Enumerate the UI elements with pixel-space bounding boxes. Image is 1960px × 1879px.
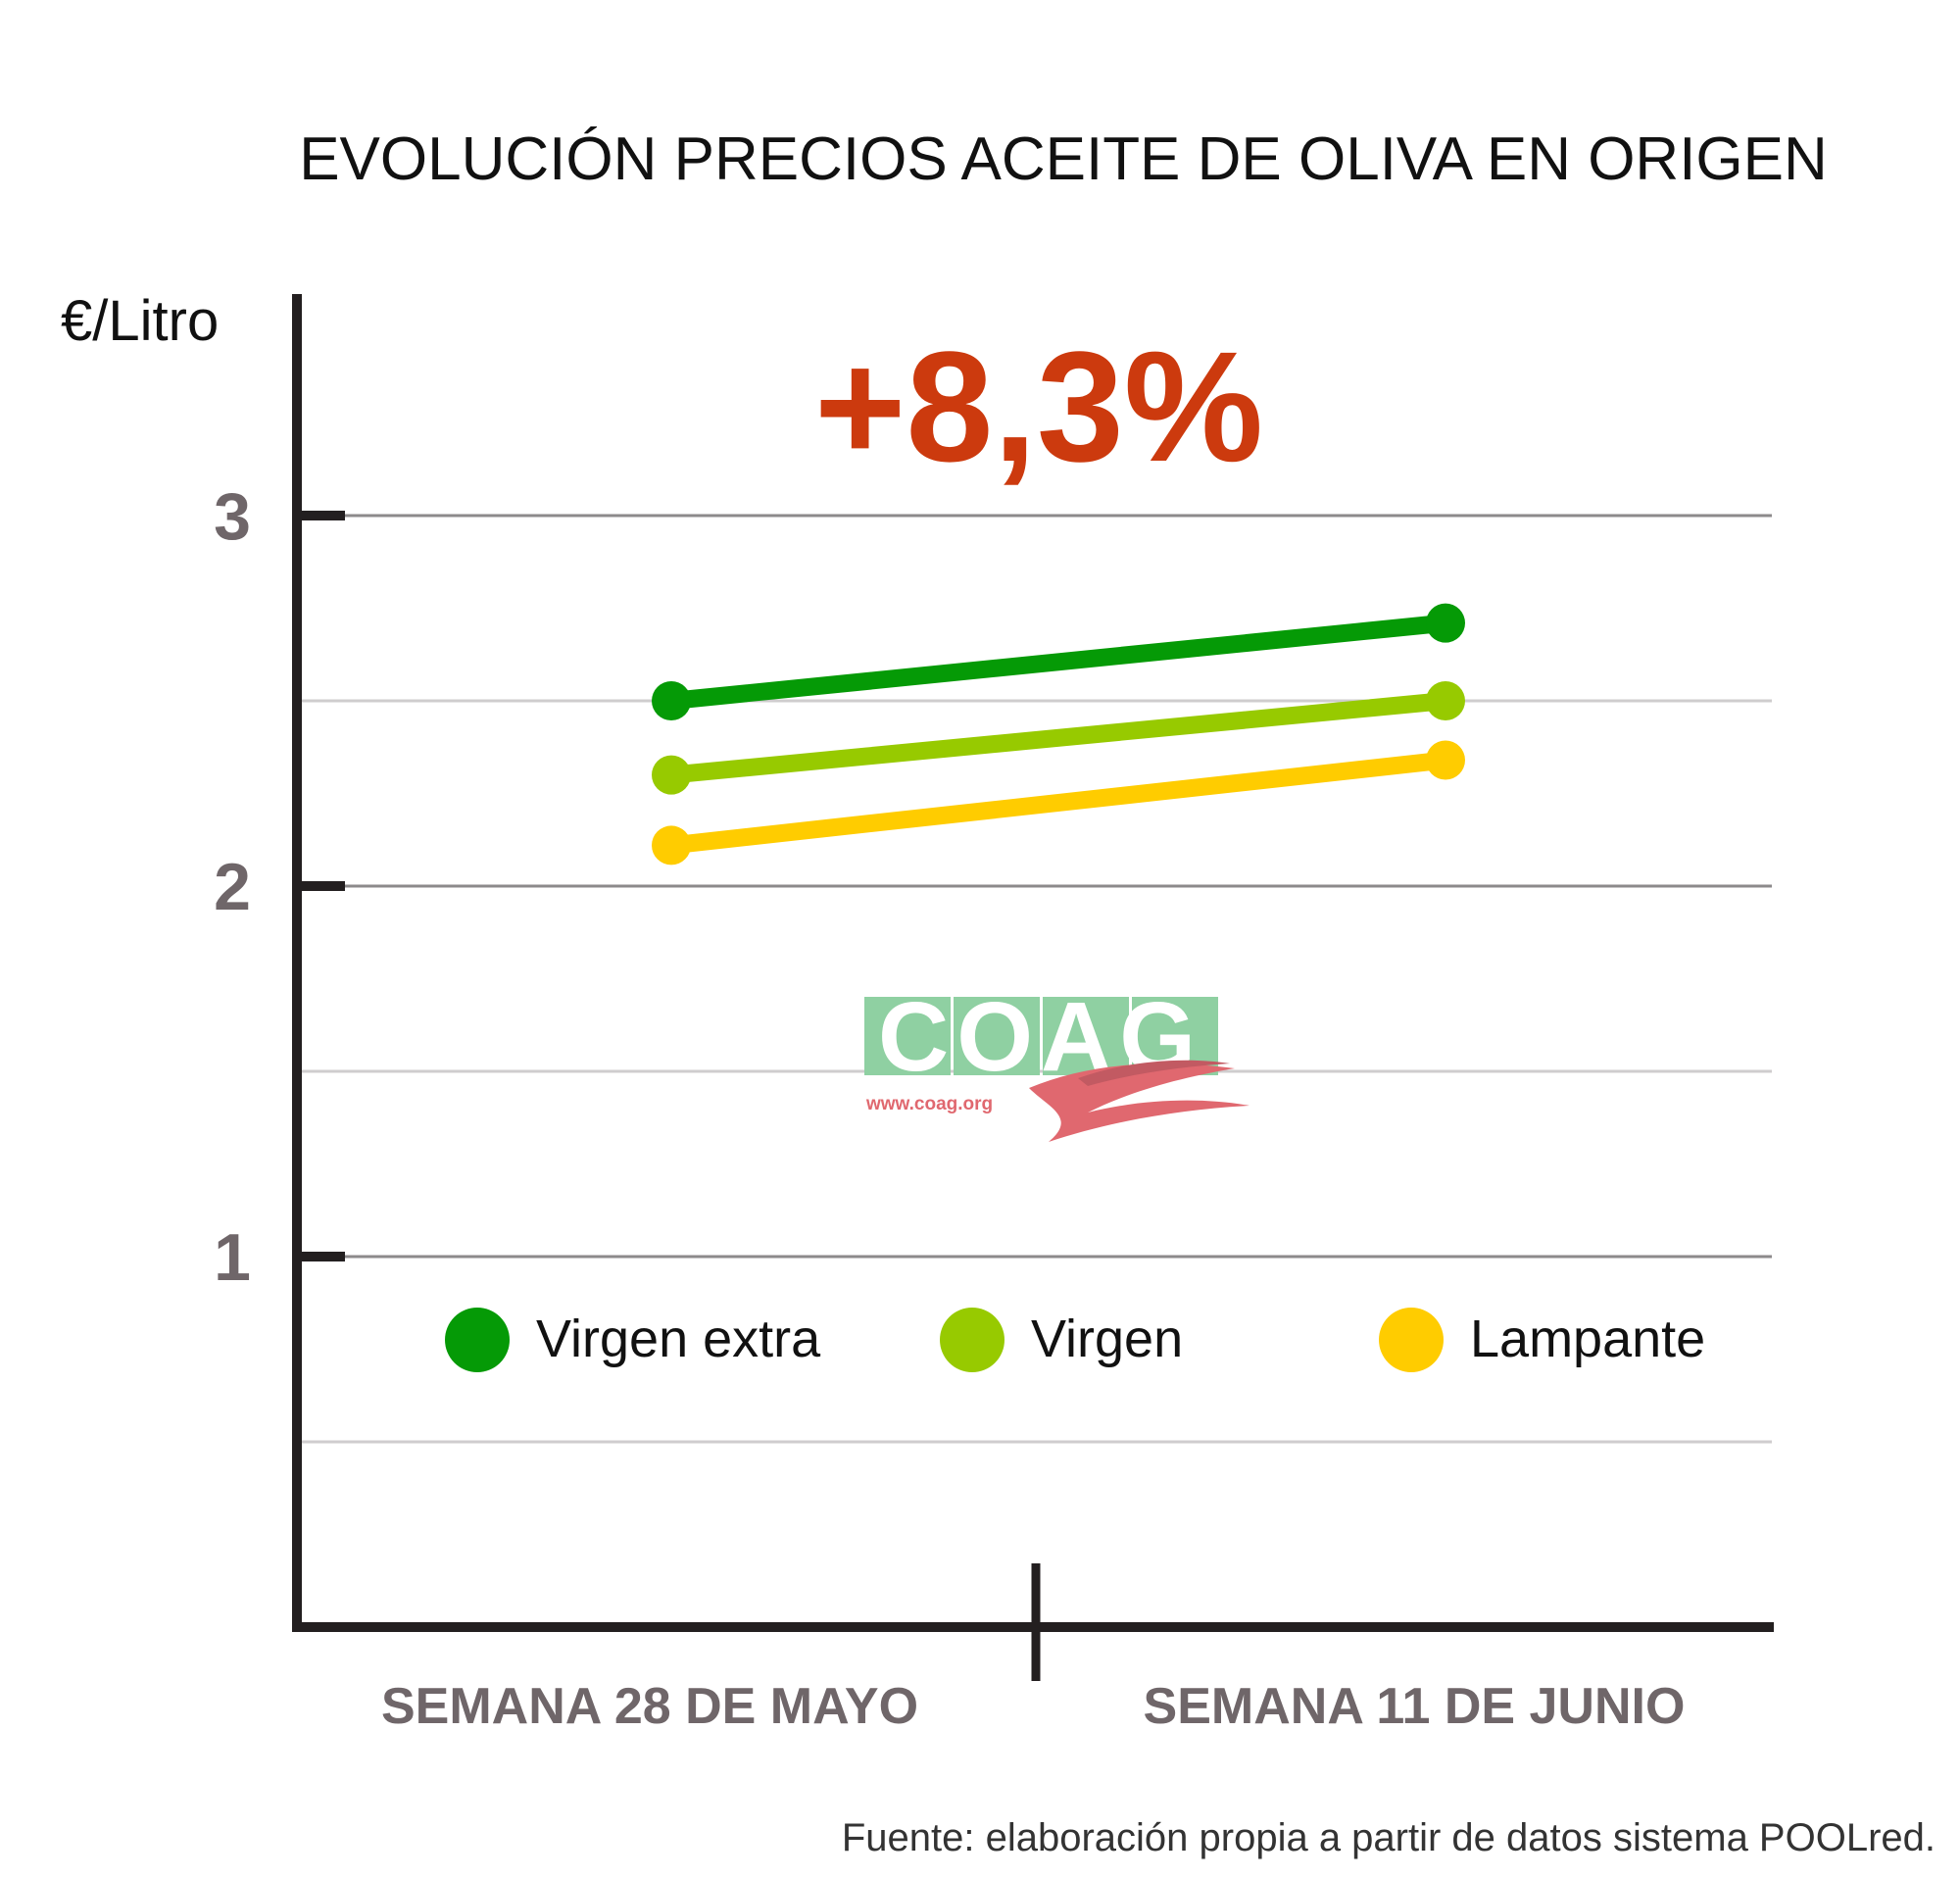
data-point (652, 681, 691, 720)
legend-label: Virgen extra (536, 1310, 821, 1368)
y-tick-label: 1 (214, 1220, 251, 1295)
logo-swoosh (1029, 1063, 1250, 1142)
logo-box-o (954, 997, 1040, 1075)
percent-change-annotation: +8,3% (814, 319, 1263, 494)
series-line (662, 614, 1454, 710)
legend-marker (1379, 1308, 1444, 1372)
series-line (662, 751, 1454, 855)
legend-label: Lampante (1470, 1310, 1705, 1368)
data-point (1426, 681, 1465, 720)
data-point (1426, 740, 1465, 780)
logo-box-a (1043, 997, 1129, 1075)
x-ticks: SEMANA 28 DE MAYO SEMANA 11 DE JUNIO (381, 1678, 1685, 1735)
logo-swoosh-top (1078, 1060, 1230, 1086)
y-tick-label: 3 (214, 479, 251, 554)
series-group (652, 603, 1465, 865)
logo-url: www.coag.org (865, 1094, 993, 1114)
gridlines (302, 514, 1772, 1444)
series-line (662, 692, 1454, 784)
y-tick-label: 2 (214, 850, 251, 924)
x-tick-label: SEMANA 28 DE MAYO (381, 1678, 918, 1735)
source-note: Fuente: elaboración propia a partir de d… (842, 1816, 1936, 1859)
legend: Virgen extra Virgen Lampante (445, 1308, 1705, 1372)
y-ticks: 1 2 3 (214, 479, 345, 1295)
legend-marker (940, 1308, 1004, 1372)
legend-label: Virgen (1031, 1310, 1183, 1368)
logo-box-c (864, 997, 951, 1075)
chart-title: EVOLUCIÓN PRECIOS ACEITE DE OLIVA EN ORI… (299, 125, 1828, 193)
coag-logo-watermark: COAG www.coag.org (864, 982, 1250, 1142)
legend-marker (445, 1308, 510, 1372)
data-point (652, 755, 691, 795)
data-point (1426, 603, 1465, 643)
x-tick-label: SEMANA 11 DE JUNIO (1144, 1678, 1686, 1735)
data-point (652, 825, 691, 865)
y-axis-label: €/Litro (61, 289, 219, 353)
